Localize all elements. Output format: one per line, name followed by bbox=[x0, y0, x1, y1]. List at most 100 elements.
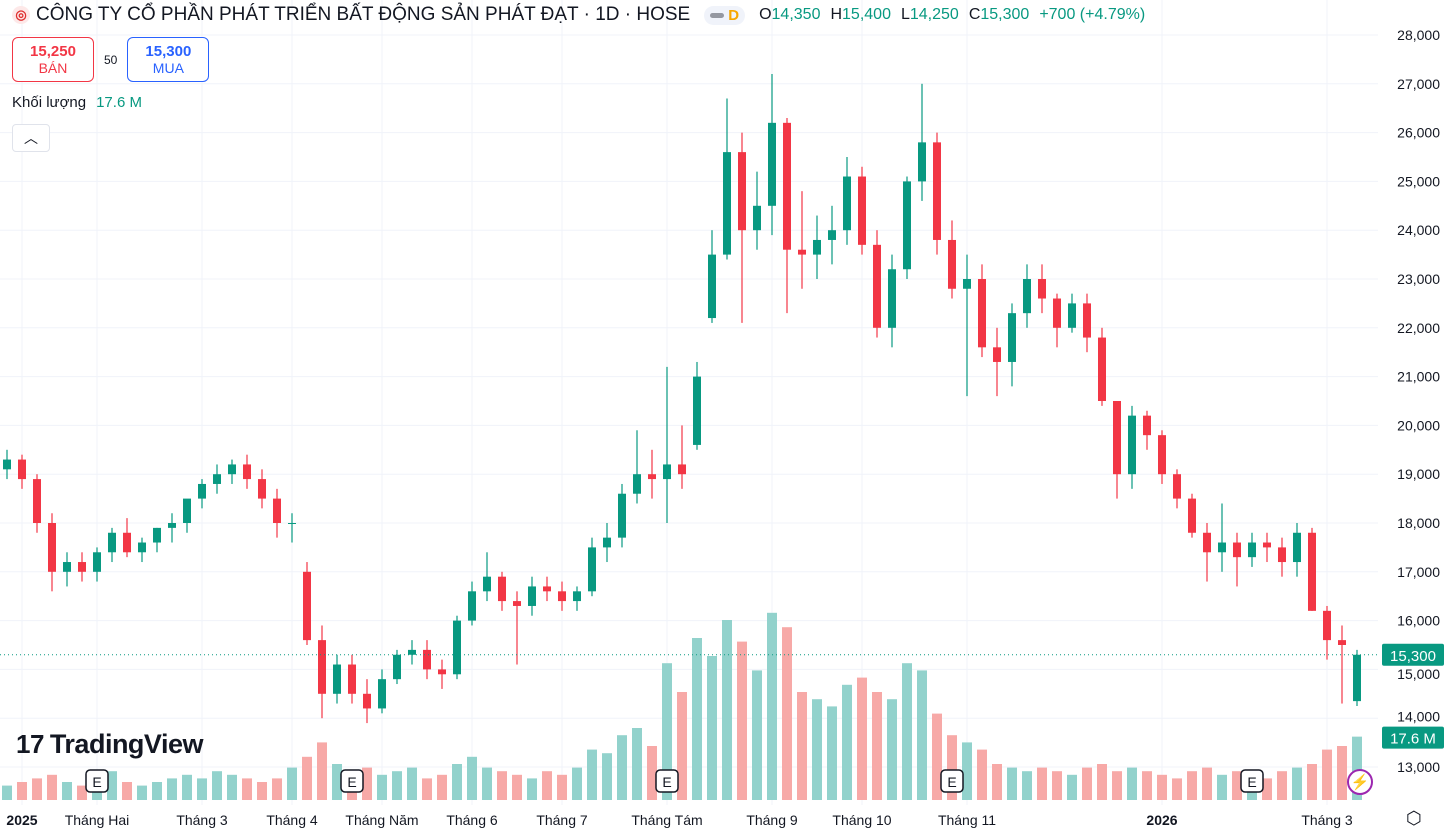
time-tick-label: Tháng 7 bbox=[536, 812, 588, 828]
candle-body bbox=[558, 591, 566, 602]
candle-body bbox=[438, 669, 446, 675]
collapse-legend-button[interactable]: ︿ bbox=[12, 124, 50, 152]
volume-bar bbox=[257, 782, 267, 800]
volume-bar bbox=[872, 692, 882, 800]
volume-legend[interactable]: Khối lượng 17.6 M bbox=[12, 94, 142, 111]
volume-bar bbox=[632, 728, 642, 800]
candle-body bbox=[1128, 415, 1136, 475]
candle-body bbox=[363, 693, 371, 709]
tradingview-mark-icon: 17 bbox=[16, 729, 44, 759]
volume-bar bbox=[812, 699, 822, 800]
volume-bar bbox=[452, 764, 462, 800]
buy-button[interactable]: 15,300 MUA bbox=[127, 37, 210, 82]
candle-body bbox=[1023, 279, 1031, 314]
low-label: L bbox=[900, 6, 910, 23]
candle-body bbox=[588, 547, 596, 592]
candle-body bbox=[1188, 498, 1196, 533]
candle-body bbox=[693, 376, 701, 445]
volume-bar bbox=[887, 699, 897, 800]
price-tick-label: 15,000 bbox=[1397, 666, 1440, 682]
volume-bar bbox=[122, 782, 132, 800]
candle-body bbox=[333, 664, 341, 694]
volume-bar bbox=[2, 785, 12, 800]
volume-bar bbox=[32, 778, 42, 800]
price-tick-label: 28,000 bbox=[1397, 27, 1440, 43]
volume-bar bbox=[857, 677, 867, 800]
candle-body bbox=[1143, 415, 1151, 436]
candle-body bbox=[1203, 532, 1211, 553]
candle-body bbox=[1338, 640, 1346, 645]
time-tick-label: Tháng Năm bbox=[345, 812, 418, 828]
volume-bar bbox=[707, 656, 717, 800]
market-status[interactable]: D bbox=[704, 5, 746, 25]
time-tick-label: 2026 bbox=[1146, 812, 1177, 828]
candle-body bbox=[633, 474, 641, 494]
symbol-title[interactable]: CÔNG TY CỔ PHẦN PHÁT TRIỂN BẤT ĐỘNG SẢN … bbox=[36, 4, 691, 25]
earnings-marker bbox=[655, 769, 679, 793]
price-tick-label: 21,000 bbox=[1397, 369, 1440, 385]
volume-bar bbox=[797, 692, 807, 800]
candle-body bbox=[123, 532, 131, 553]
low-value: 14,250 bbox=[909, 6, 959, 23]
price-tick-label: 19,000 bbox=[1397, 466, 1440, 482]
volume-bar bbox=[107, 771, 117, 800]
time-axis: 2025 Tháng Hai Tháng 3 Tháng 4 Tháng Năm Thán… bbox=[6, 812, 1352, 828]
volume-bar bbox=[182, 774, 192, 800]
candle-body bbox=[33, 479, 41, 523]
volume-bar bbox=[1037, 767, 1047, 800]
status-dash-icon bbox=[710, 12, 725, 18]
volume-bar bbox=[1277, 771, 1287, 800]
earnings-marker bbox=[940, 769, 964, 793]
status-badge: D bbox=[728, 6, 740, 24]
volume-bar bbox=[677, 692, 687, 800]
tradingview-wordmark: TradingView bbox=[49, 729, 204, 759]
candle-body bbox=[858, 176, 866, 245]
volume-bar bbox=[362, 767, 372, 800]
volume-bar bbox=[557, 774, 567, 800]
earnings-marker bbox=[1240, 769, 1264, 793]
candle-body bbox=[1053, 298, 1061, 328]
candle-body bbox=[183, 498, 191, 523]
volume-bar bbox=[77, 785, 87, 800]
candle-body bbox=[3, 459, 11, 470]
candle-body bbox=[843, 176, 851, 231]
candle-body bbox=[1173, 474, 1181, 499]
candle-body bbox=[1218, 542, 1226, 553]
time-tick-label: Tháng 4 bbox=[266, 812, 318, 828]
tradingview-logo[interactable]: 17 TradingView bbox=[16, 728, 203, 760]
volume-bar bbox=[617, 735, 627, 800]
candle-body bbox=[903, 181, 911, 270]
earnings-marker-label: E bbox=[92, 774, 101, 790]
price-tick-label: 27,000 bbox=[1397, 76, 1440, 92]
price-tick-label: 22,000 bbox=[1397, 320, 1440, 336]
candle-body bbox=[1098, 337, 1106, 401]
lightning-icon[interactable]: ⚡ bbox=[1347, 769, 1373, 795]
candle-body bbox=[933, 142, 941, 240]
candle-body bbox=[873, 244, 881, 328]
sell-button[interactable]: 15,250 BÁN bbox=[12, 37, 94, 82]
volume-bar bbox=[962, 742, 972, 800]
volume-bar bbox=[1322, 749, 1332, 800]
candle-body bbox=[663, 464, 671, 480]
candle-body bbox=[243, 464, 251, 480]
volume-bar bbox=[422, 778, 432, 800]
volume-bar bbox=[1172, 778, 1182, 800]
volume-bar bbox=[1262, 778, 1272, 800]
volume-bar bbox=[902, 663, 912, 800]
candle-body bbox=[963, 279, 971, 289]
last-volume-label: 17.6 M bbox=[1390, 731, 1436, 748]
settings-icon[interactable]: ⬡ bbox=[1406, 808, 1422, 828]
time-tick-label: Tháng 3 bbox=[176, 812, 228, 828]
time-tick-label: Tháng 6 bbox=[446, 812, 498, 828]
earnings-marker-label: E bbox=[347, 774, 356, 790]
candle-body bbox=[1113, 401, 1121, 475]
volume-bar bbox=[392, 771, 402, 800]
high-label: H bbox=[830, 6, 843, 23]
volume-bar bbox=[527, 778, 537, 800]
volume-bar bbox=[497, 771, 507, 800]
change-value: +700 (+4.79%) bbox=[1039, 6, 1146, 23]
candle-body bbox=[828, 230, 836, 240]
last-price-label: 15,300 bbox=[1390, 648, 1436, 665]
candle-body bbox=[813, 239, 821, 255]
